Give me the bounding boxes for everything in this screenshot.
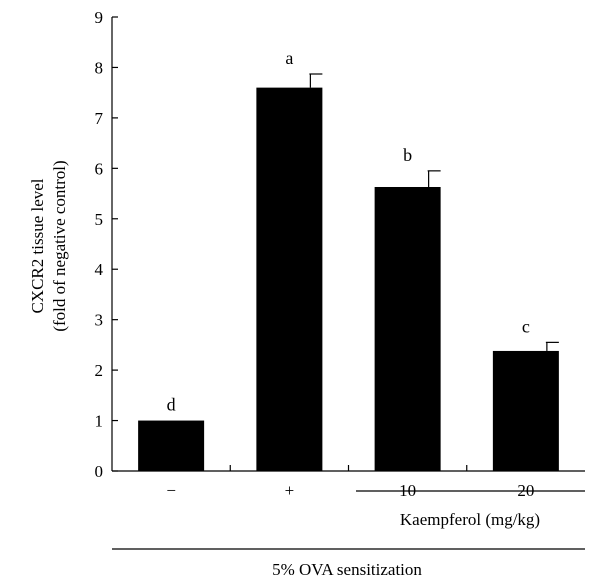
y-tick-label: 6 — [95, 159, 104, 178]
y-tick-label: 8 — [95, 58, 104, 77]
bars — [138, 87, 559, 471]
y-axis-label-line1: CXCR2 tissue level — [28, 178, 47, 313]
x-tick-label: − — [166, 481, 176, 500]
bar — [492, 350, 559, 471]
treatment-group-label: Kaempferol (mg/kg) — [400, 510, 540, 529]
y-tick-label: 5 — [95, 210, 104, 229]
sensitization-group-label: 5% OVA sensitization — [272, 560, 422, 578]
y-tick-label: 9 — [95, 8, 104, 27]
bar — [138, 420, 205, 471]
y-axis-label-line2: (fold of negative control) — [50, 160, 69, 331]
error-bars — [309, 73, 559, 351]
y-tick-label: 4 — [95, 260, 104, 279]
significance-letter: b — [403, 145, 412, 165]
bar — [256, 87, 323, 471]
y-tick-label: 1 — [95, 412, 104, 431]
bar — [374, 186, 441, 471]
significance-letter: c — [522, 316, 530, 336]
y-axis: 0 1 2 3 4 5 6 7 8 9 — [95, 8, 118, 481]
y-tick-label: 0 — [95, 462, 104, 481]
y-tick-label: 3 — [95, 311, 104, 330]
x-tick-label: + — [285, 481, 295, 500]
significance-labels: d a b c — [167, 48, 530, 415]
significance-letter: a — [285, 48, 293, 68]
y-tick-label: 2 — [95, 361, 104, 380]
y-tick-label: 7 — [95, 109, 104, 128]
significance-letter: d — [167, 395, 176, 415]
